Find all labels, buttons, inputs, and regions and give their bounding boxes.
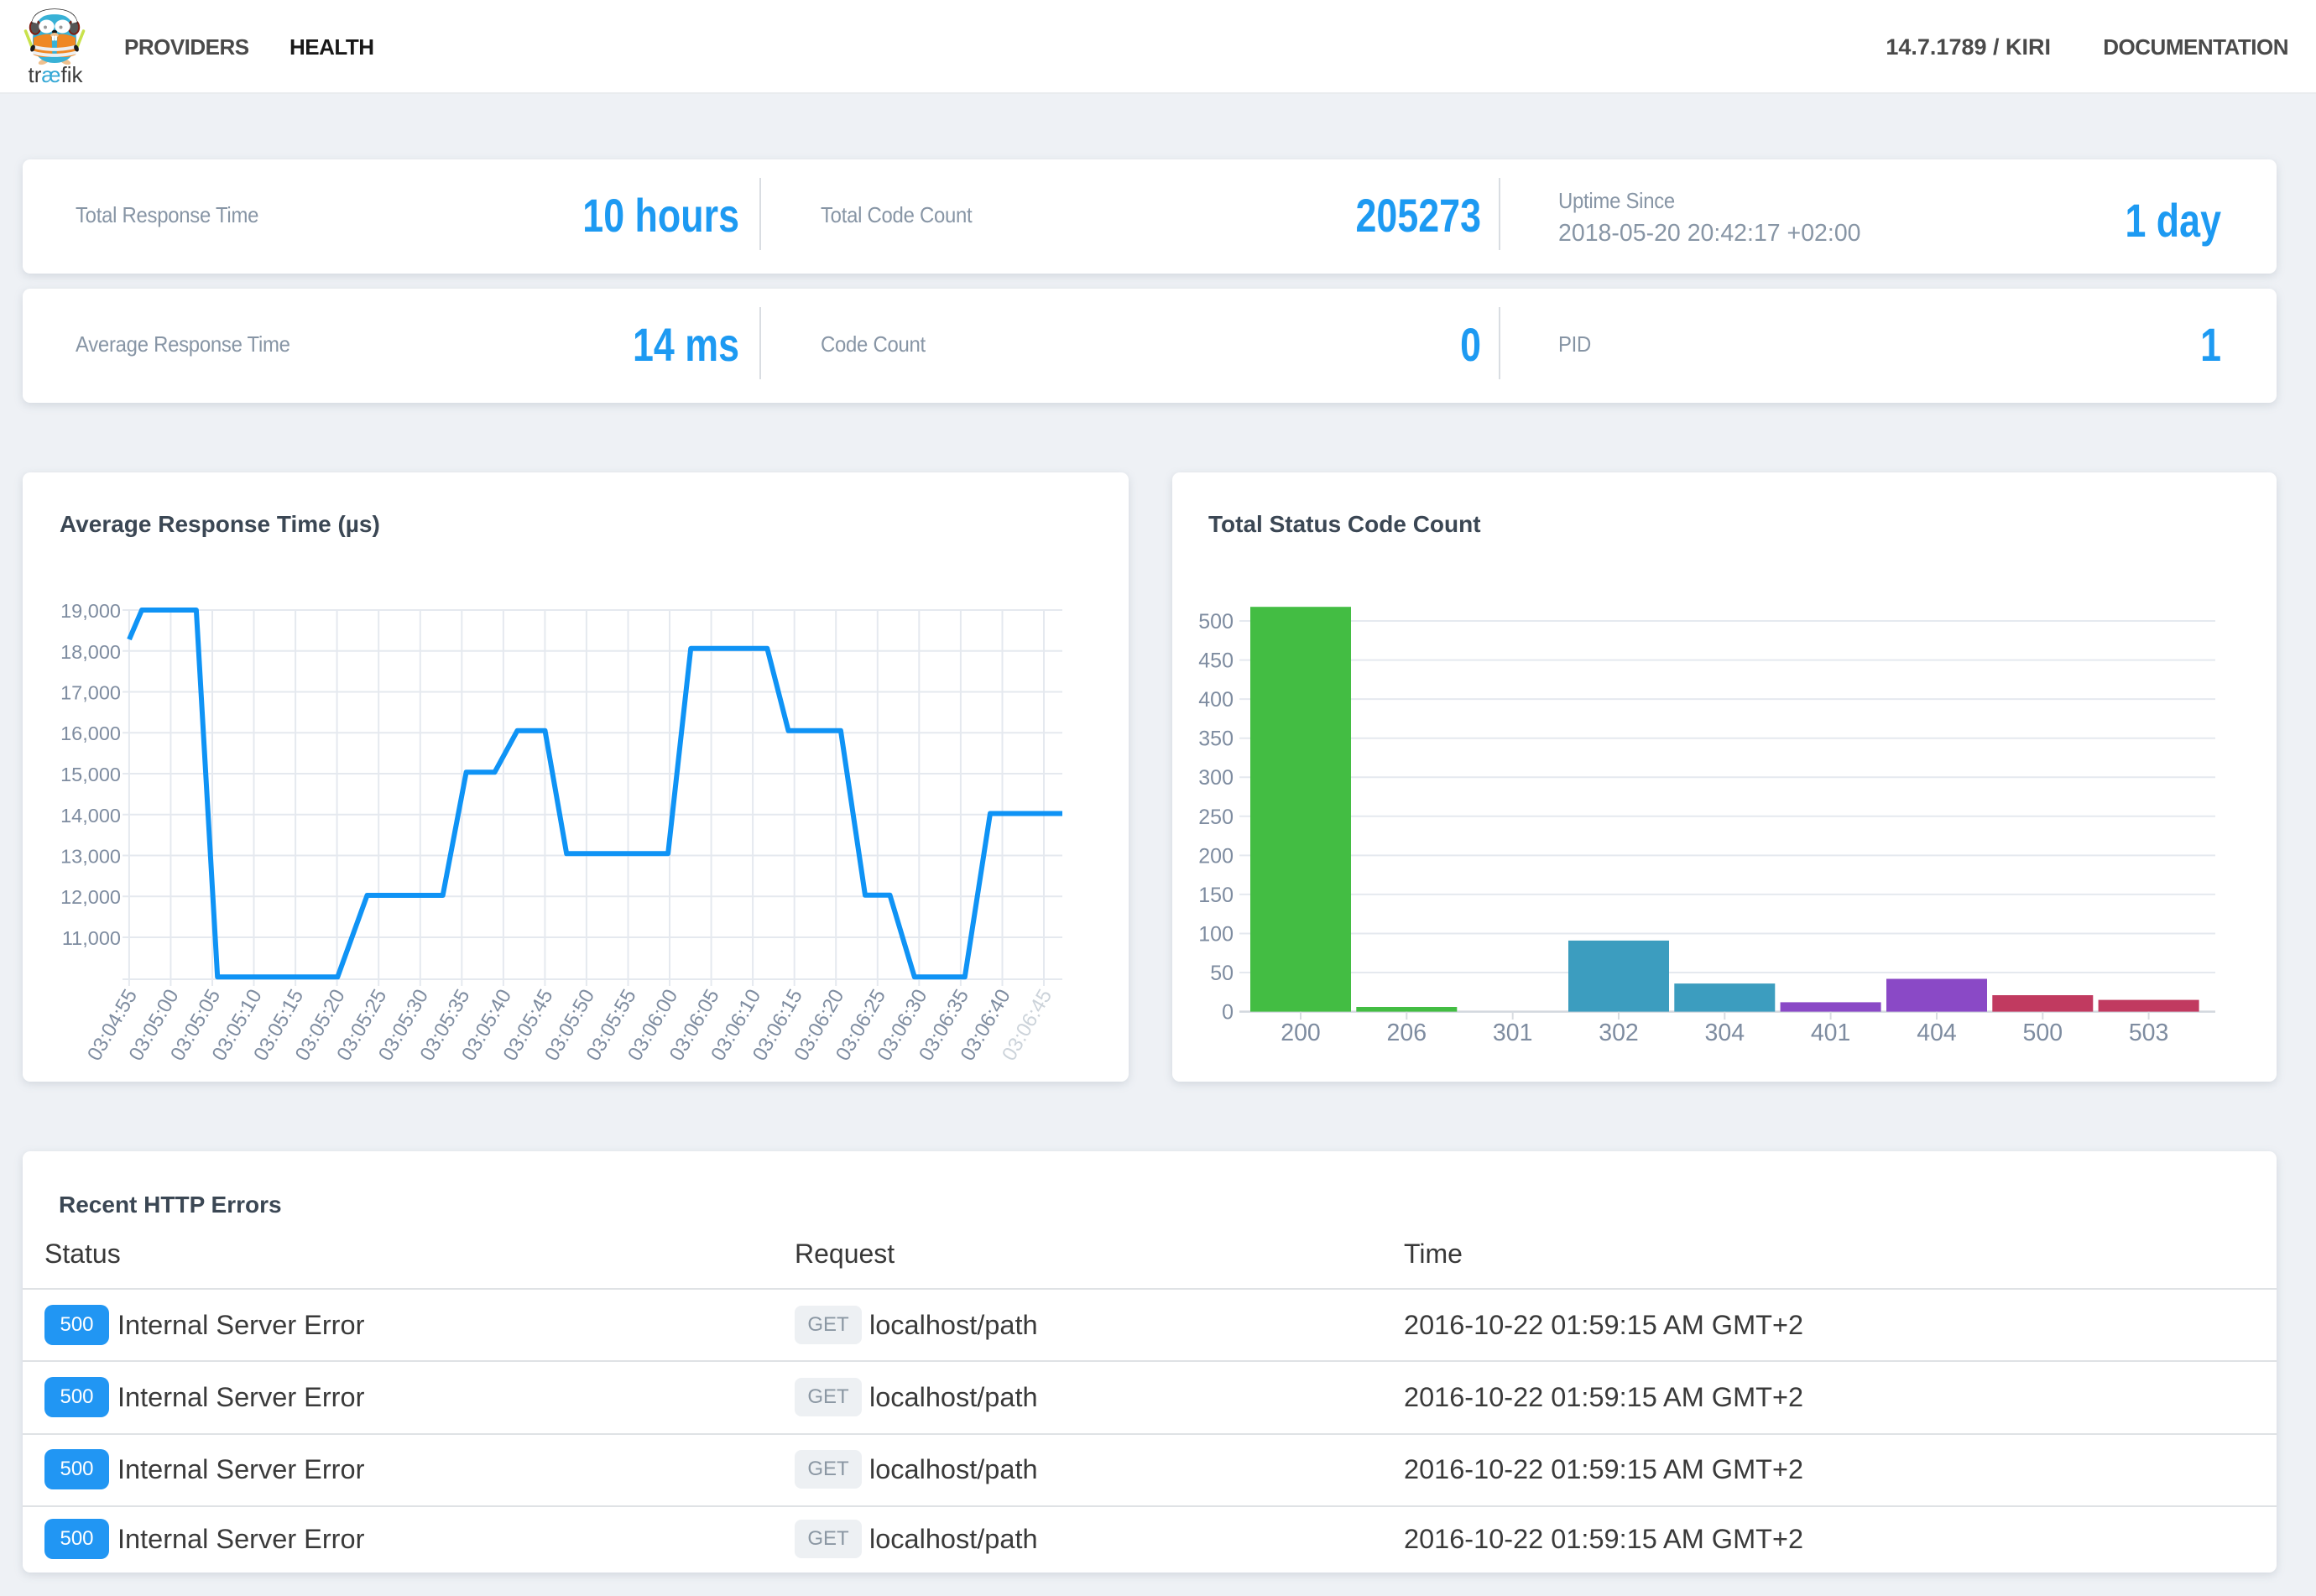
svg-text:11,000: 11,000 bbox=[62, 927, 121, 949]
svg-text:19,000: 19,000 bbox=[60, 600, 121, 622]
svg-text:200: 200 bbox=[1281, 1020, 1321, 1046]
svg-text:300: 300 bbox=[1198, 766, 1234, 790]
svg-text:304: 304 bbox=[1705, 1020, 1745, 1046]
svg-text:500: 500 bbox=[2023, 1020, 2063, 1046]
svg-text:13,000: 13,000 bbox=[60, 846, 121, 868]
svg-text:12,000: 12,000 bbox=[60, 886, 121, 908]
svg-text:250: 250 bbox=[1198, 806, 1234, 829]
svg-text:401: 401 bbox=[1811, 1020, 1851, 1046]
svg-text:301: 301 bbox=[1493, 1020, 1533, 1046]
svg-text:14,000: 14,000 bbox=[60, 805, 121, 827]
svg-text:17,000: 17,000 bbox=[60, 682, 121, 704]
svg-text:0: 0 bbox=[1222, 1001, 1234, 1025]
svg-text:500: 500 bbox=[1198, 610, 1234, 634]
svg-text:200: 200 bbox=[1198, 844, 1234, 868]
svg-text:503: 503 bbox=[2129, 1020, 2169, 1046]
svg-text:50: 50 bbox=[1210, 962, 1234, 985]
svg-text:100: 100 bbox=[1198, 923, 1234, 947]
svg-text:350: 350 bbox=[1198, 728, 1234, 751]
svg-text:400: 400 bbox=[1198, 688, 1234, 712]
svg-text:206: 206 bbox=[1387, 1020, 1427, 1046]
svg-text:15,000: 15,000 bbox=[60, 764, 121, 785]
svg-text:404: 404 bbox=[1917, 1020, 1957, 1046]
svg-text:302: 302 bbox=[1599, 1020, 1639, 1046]
svg-text:16,000: 16,000 bbox=[60, 722, 121, 744]
svg-text:18,000: 18,000 bbox=[60, 641, 121, 663]
svg-text:150: 150 bbox=[1198, 884, 1234, 907]
svg-text:450: 450 bbox=[1198, 649, 1234, 673]
